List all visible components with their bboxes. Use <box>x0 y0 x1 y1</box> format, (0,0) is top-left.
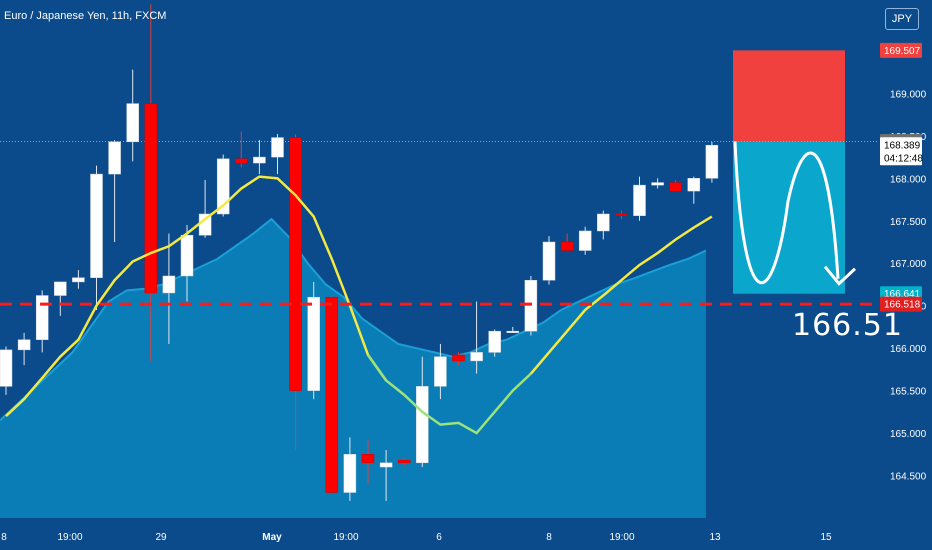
candle-down <box>452 354 465 362</box>
candle-up <box>633 184 646 216</box>
candle-up <box>253 156 266 164</box>
candle-up <box>416 386 429 464</box>
y-tick-label: 165.500 <box>890 387 927 398</box>
moving-average-line <box>5 175 388 418</box>
y-tick-label: 169.000 <box>890 89 927 100</box>
area-series-edge <box>0 217 707 422</box>
candle-down <box>615 213 628 216</box>
candle-down <box>235 158 248 164</box>
y-tick-label: 166.000 <box>890 344 927 355</box>
candle-up <box>687 178 701 192</box>
candle-up <box>506 330 520 333</box>
y-tick-label: 164.500 <box>890 472 927 483</box>
candle-down <box>361 454 375 464</box>
x-tick-label: May <box>262 532 282 543</box>
candle-up <box>578 230 592 251</box>
x-tick-label: 8 <box>1 532 7 543</box>
y-tick-label: 167.500 <box>890 217 927 228</box>
candle-up <box>524 279 538 332</box>
candle-up <box>343 454 357 493</box>
price-label-current-text: 168.389 <box>884 140 921 151</box>
chart-title: Euro / Japanese Yen, 11h, FXCM <box>4 10 167 22</box>
candle-up <box>54 281 67 296</box>
candle-up <box>705 144 719 179</box>
candle-up <box>379 462 393 468</box>
candle-up <box>216 158 230 215</box>
price-label-target-text: 166.641 <box>884 289 921 300</box>
x-tick-label: 13 <box>709 532 721 543</box>
candle-up <box>0 349 13 387</box>
candle-up <box>488 330 501 353</box>
y-tick-label: 167.000 <box>890 259 927 270</box>
x-tick-label: 8 <box>546 532 552 543</box>
candle-up <box>470 352 483 362</box>
candle-down <box>560 241 574 251</box>
candle-up <box>542 241 556 281</box>
x-tick-label: 6 <box>436 532 442 543</box>
x-tick-label: 15 <box>820 532 832 543</box>
x-tick-label: 19:00 <box>609 532 634 543</box>
candle-up <box>271 137 284 158</box>
candle-up <box>434 356 447 387</box>
candle-up <box>72 277 85 283</box>
candle-up <box>597 213 610 232</box>
x-tick-label: 19:00 <box>333 532 358 543</box>
candle-down <box>289 137 302 391</box>
projected-path-arrowhead <box>823 265 857 286</box>
candle-up <box>651 182 664 186</box>
x-tick-label: 19:00 <box>57 532 82 543</box>
price-label-support <box>880 296 922 312</box>
price-label-stop-text: 169.507 <box>884 46 921 57</box>
price-label-stop <box>880 42 922 58</box>
price-label-current-countdown: 04:12:48 <box>884 153 923 164</box>
moving-average-line-recent <box>529 215 713 375</box>
stop-zone <box>733 50 845 142</box>
candle-down <box>144 103 158 294</box>
x-tick-label: 29 <box>155 532 167 543</box>
currency-button[interactable]: JPY <box>885 8 919 30</box>
moving-average-line-alt <box>366 354 532 435</box>
candle-down <box>397 460 411 464</box>
candle-down <box>669 182 682 192</box>
projected-path <box>733 141 840 285</box>
candle-up <box>90 173 103 278</box>
y-tick-label: 168.000 <box>890 174 927 185</box>
target-price-annotation: 166.51 <box>792 308 903 343</box>
price-label-support-text: 166.518 <box>884 300 921 311</box>
candle-up <box>307 296 320 391</box>
candle-up <box>17 339 31 351</box>
y-tick-label: 165.000 <box>890 429 927 440</box>
candle-up <box>126 103 139 143</box>
candle-up <box>162 275 176 294</box>
price-label-current <box>880 137 922 166</box>
candle-down <box>325 296 339 493</box>
candle-up <box>35 295 49 340</box>
area-series <box>0 219 706 518</box>
candle-up <box>108 141 121 175</box>
candle-up <box>180 234 194 277</box>
